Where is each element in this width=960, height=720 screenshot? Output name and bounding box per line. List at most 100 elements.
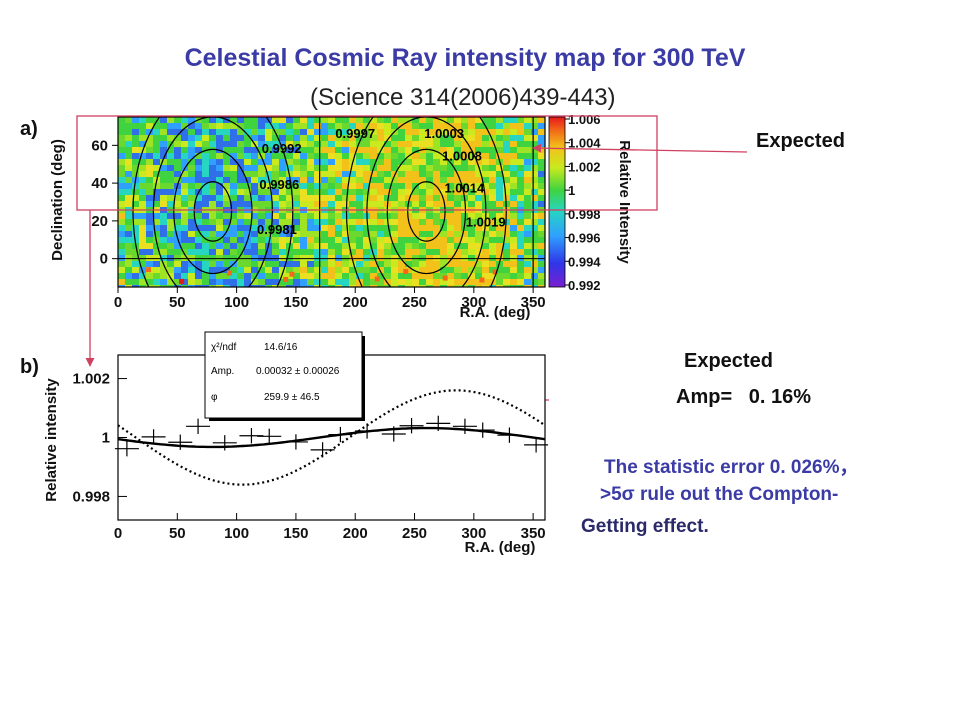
heatmap-cell	[454, 117, 461, 123]
heatmap-cell	[377, 123, 384, 129]
heatmap-cell	[342, 219, 349, 225]
heatmap-cell	[265, 195, 272, 201]
heatmap-cell	[363, 219, 370, 225]
heatmap-cell	[524, 183, 531, 189]
heatmap-cell	[370, 147, 377, 153]
heatmap-cell	[496, 135, 503, 141]
heatmap-cell	[188, 225, 195, 231]
heatmap-cell	[139, 285, 146, 287]
heatmap-cell	[363, 237, 370, 243]
heatmap-cell	[209, 243, 216, 249]
note-line-1: The statistic error 0. 026%，	[604, 457, 859, 478]
heatmap-cell	[503, 195, 510, 201]
heatmap-cell	[419, 273, 426, 279]
heatmap-cell	[538, 243, 545, 249]
heatmap-cell	[167, 165, 174, 171]
heatmap-cell	[342, 273, 349, 279]
heatmap-cell	[433, 213, 440, 219]
heatmap-cell	[258, 237, 265, 243]
heatmap-cell	[531, 279, 538, 285]
heatmap-cell	[139, 273, 146, 279]
x-tick-label: 100	[224, 294, 249, 311]
heatmap-cell	[314, 147, 321, 153]
x-tick-label: 0	[114, 525, 122, 542]
heatmap-cell	[538, 279, 545, 285]
heatmap-cell	[489, 177, 496, 183]
heatmap-cell	[139, 279, 146, 285]
heatmap-cell	[412, 135, 419, 141]
heatmap-cell	[265, 219, 272, 225]
heatmap-cell	[328, 177, 335, 183]
heatmap-cell	[265, 261, 272, 267]
heatmap-cell	[384, 237, 391, 243]
heatmap-cell	[314, 171, 321, 177]
heatmap-cell	[433, 243, 440, 249]
heatmap-cell	[370, 279, 377, 285]
heatmap-cell	[321, 279, 328, 285]
heatmap-cell	[412, 129, 419, 135]
heatmap-cell	[321, 255, 328, 261]
heatmap-cell	[419, 219, 426, 225]
heatmap-cell	[314, 225, 321, 231]
heatmap-cell	[342, 213, 349, 219]
heatmap-cell	[524, 195, 531, 201]
heatmap-cell	[174, 117, 181, 123]
heatmap-cell	[167, 243, 174, 249]
heatmap-cell	[174, 123, 181, 129]
heatmap-cell	[433, 117, 440, 123]
heatmap-cell	[307, 237, 314, 243]
heatmap-cell	[314, 249, 321, 255]
heatmap-cell	[342, 261, 349, 267]
heatmap-cell	[314, 273, 321, 279]
heatmap-cell	[139, 165, 146, 171]
heatmap-cell	[272, 243, 279, 249]
heatmap-cell	[223, 273, 230, 279]
heatmap-cell	[461, 243, 468, 249]
heatmap-cell	[300, 123, 307, 129]
heatmap-cell	[363, 285, 370, 287]
heatmap-cell	[195, 261, 202, 267]
heatmap-cell	[419, 261, 426, 267]
heatmap-cell	[503, 273, 510, 279]
heatmap-cell	[377, 189, 384, 195]
heatmap-cell	[510, 165, 517, 171]
contour-line	[366, 117, 487, 287]
heatmap-cell	[475, 243, 482, 249]
heatmap-cell	[202, 249, 209, 255]
heatmap-cell	[461, 153, 468, 159]
heatmap-cell	[160, 189, 167, 195]
heatmap-cell	[195, 237, 202, 243]
heatmap-cell	[279, 177, 286, 183]
heatmap-cell	[321, 153, 328, 159]
heatmap-cell	[426, 273, 433, 279]
heatmap-cell	[531, 201, 538, 207]
heatmap-cell	[118, 267, 125, 273]
heatmap-cell	[139, 183, 146, 189]
heatmap-cell	[216, 285, 223, 287]
heatmap-cell	[440, 225, 447, 231]
heatmap-cell	[146, 273, 153, 279]
heatmap-cell	[433, 171, 440, 177]
heatmap-cell	[118, 231, 125, 237]
heatmap-cell	[342, 141, 349, 147]
heatmap-cell	[132, 219, 139, 225]
heatmap-cell	[230, 195, 237, 201]
heatmap-cell	[419, 189, 426, 195]
heatmap-cell	[167, 129, 174, 135]
heatmap-cell	[286, 123, 293, 129]
heatmap-cell	[503, 123, 510, 129]
heatmap-cell	[230, 159, 237, 165]
heatmap-cell	[300, 231, 307, 237]
heatmap-cell	[279, 237, 286, 243]
heatmap-cell	[244, 201, 251, 207]
heatmap-cell	[412, 225, 419, 231]
heatmap-cell	[349, 135, 356, 141]
heatmap-cell	[160, 249, 167, 255]
x-tick-label: 250	[402, 525, 427, 542]
heatmap-cell	[314, 237, 321, 243]
heatmap-cell	[153, 147, 160, 153]
heatmap-cell	[426, 255, 433, 261]
heatmap-cell	[286, 279, 293, 285]
heatmap-cell	[230, 201, 237, 207]
heatmap-cell	[118, 285, 125, 287]
